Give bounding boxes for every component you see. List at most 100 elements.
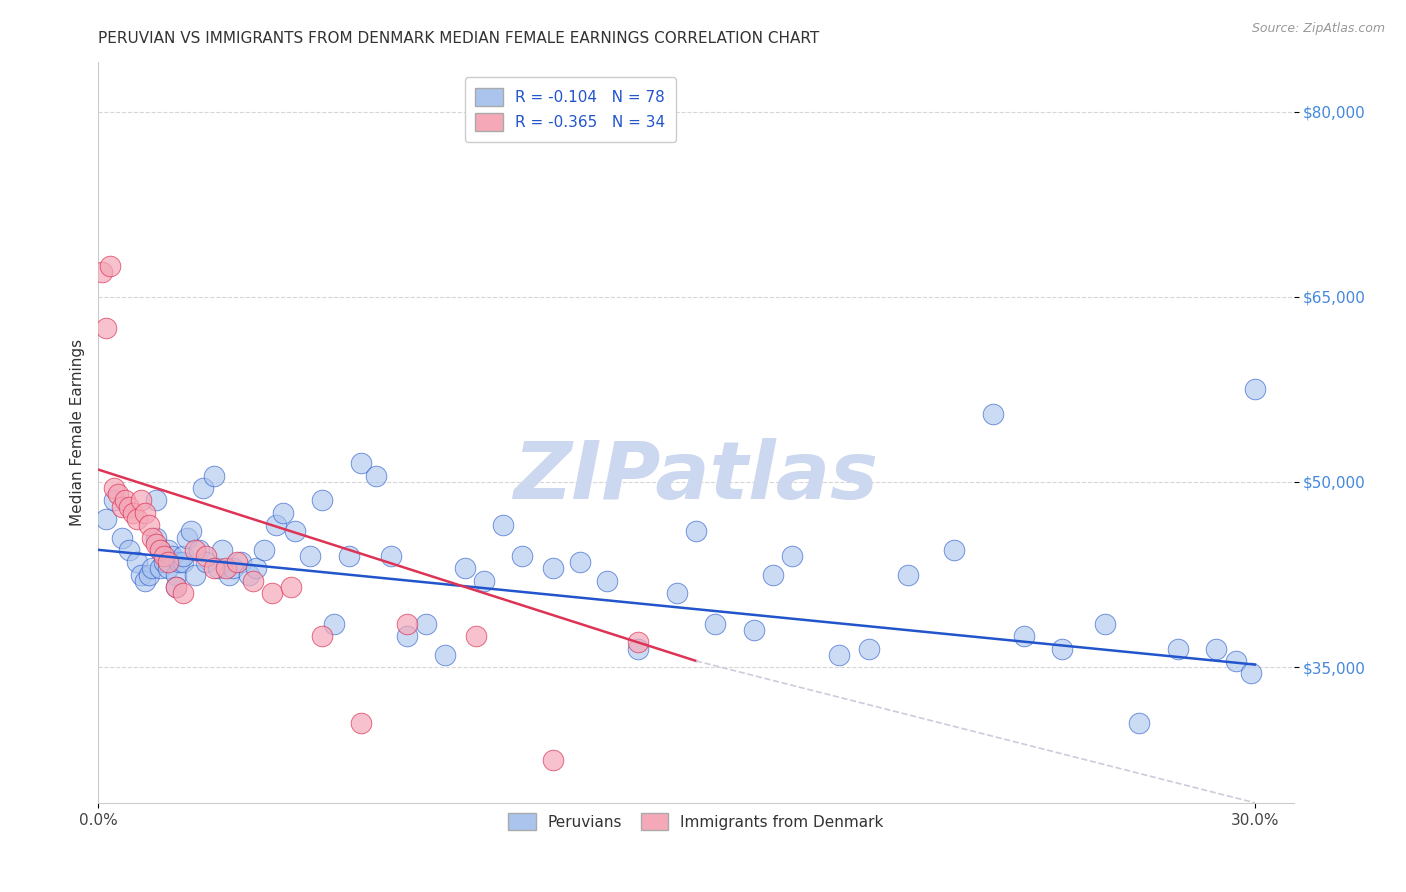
Point <box>107 487 129 501</box>
Point <box>226 555 249 569</box>
Point <box>153 549 176 563</box>
Text: ZIPatlas: ZIPatlas <box>513 438 879 516</box>
Point <box>1225 654 1247 668</box>
Point <box>149 542 172 557</box>
Point <box>238 567 260 582</box>
Point <box>134 506 156 520</box>
Point <box>395 616 418 631</box>
Point <box>110 531 132 545</box>
Point <box>512 549 534 563</box>
Point <box>685 524 707 539</box>
Point <box>453 561 475 575</box>
Point <box>156 542 179 557</box>
Point <box>165 567 187 582</box>
Point <box>125 555 148 569</box>
Point <box>543 753 565 767</box>
Point <box>110 500 132 514</box>
Point <box>103 481 125 495</box>
Point <box>165 580 187 594</box>
Point <box>364 468 387 483</box>
Point <box>98 259 121 273</box>
Point <box>156 555 179 569</box>
Point <box>138 518 160 533</box>
Point <box>229 555 252 569</box>
Point <box>191 481 214 495</box>
Point <box>349 457 371 471</box>
Point <box>897 567 920 582</box>
Text: Source: ZipAtlas.com: Source: ZipAtlas.com <box>1251 22 1385 36</box>
Text: PERUVIAN VS IMMIGRANTS FROM DENMARK MEDIAN FEMALE EARNINGS CORRELATION CHART: PERUVIAN VS IMMIGRANTS FROM DENMARK MEDI… <box>98 31 820 46</box>
Point <box>180 524 202 539</box>
Point <box>218 567 240 582</box>
Point <box>122 506 145 520</box>
Point <box>211 542 233 557</box>
Point <box>704 616 727 631</box>
Point <box>311 493 333 508</box>
Point <box>145 493 167 508</box>
Point <box>349 715 371 730</box>
Point <box>114 493 136 508</box>
Point <box>299 549 322 563</box>
Point <box>184 567 207 582</box>
Point <box>311 629 333 643</box>
Point <box>273 506 295 520</box>
Point <box>380 549 402 563</box>
Point <box>202 561 225 575</box>
Point <box>138 567 160 582</box>
Point <box>280 580 302 594</box>
Point <box>284 524 307 539</box>
Point <box>858 641 880 656</box>
Point <box>1244 383 1267 397</box>
Point <box>165 580 187 594</box>
Point <box>627 641 650 656</box>
Point <box>627 635 650 649</box>
Point <box>569 555 592 569</box>
Point <box>172 586 194 600</box>
Point <box>195 555 218 569</box>
Point <box>207 561 229 575</box>
Point <box>118 542 141 557</box>
Point <box>1128 715 1150 730</box>
Point <box>94 320 117 334</box>
Point <box>214 561 236 575</box>
Point <box>145 536 167 550</box>
Point <box>827 648 849 662</box>
Point <box>465 629 488 643</box>
Point <box>153 555 176 569</box>
Point <box>434 648 457 662</box>
Point <box>156 561 179 575</box>
Point <box>134 574 156 588</box>
Point <box>1205 641 1227 656</box>
Point <box>172 555 194 569</box>
Point <box>149 561 172 575</box>
Legend: Peruvians, Immigrants from Denmark: Peruvians, Immigrants from Denmark <box>499 804 893 839</box>
Point <box>472 574 495 588</box>
Point <box>260 586 283 600</box>
Point <box>184 542 207 557</box>
Point <box>245 561 267 575</box>
Point <box>596 574 619 588</box>
Point <box>129 567 152 582</box>
Point <box>141 561 163 575</box>
Point <box>1050 641 1073 656</box>
Point <box>943 542 966 557</box>
Point <box>145 531 167 545</box>
Point <box>242 574 264 588</box>
Point <box>172 549 194 563</box>
Point <box>1167 641 1189 656</box>
Point <box>322 616 344 631</box>
Point <box>1240 666 1263 681</box>
Point <box>202 468 225 483</box>
Point <box>118 500 141 514</box>
Point <box>337 549 360 563</box>
Point <box>176 531 198 545</box>
Point <box>91 265 114 279</box>
Point <box>415 616 437 631</box>
Point <box>782 549 804 563</box>
Point <box>665 586 688 600</box>
Y-axis label: Median Female Earnings: Median Female Earnings <box>69 339 84 526</box>
Point <box>94 512 117 526</box>
Point <box>492 518 515 533</box>
Point <box>1012 629 1035 643</box>
Point <box>264 518 287 533</box>
